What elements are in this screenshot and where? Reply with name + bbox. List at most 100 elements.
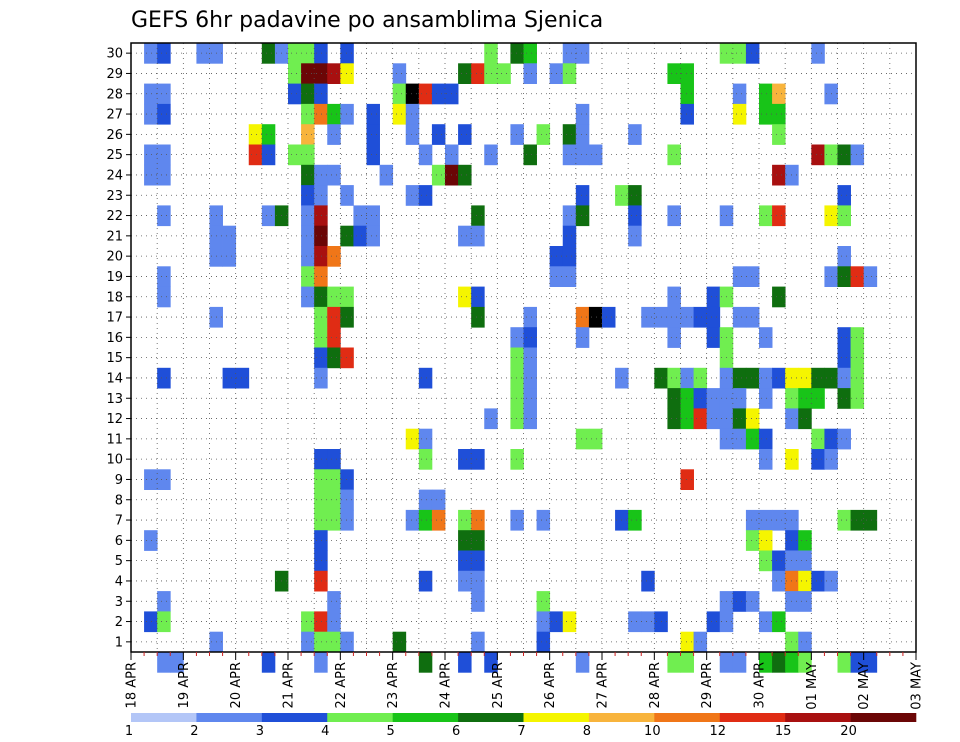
heatmap-cell [314, 306, 328, 328]
heatmap-cell [471, 286, 485, 308]
heatmap-cell [458, 449, 472, 470]
heatmap-cell [405, 103, 420, 125]
heatmap-cell [745, 591, 760, 612]
heatmap-cell [562, 225, 577, 247]
heatmap-cell [641, 611, 655, 633]
heatmap-cell [314, 347, 328, 369]
heatmap-cell [772, 103, 786, 125]
x-tick-label: 02 MAY [857, 662, 872, 710]
heatmap-cell [327, 327, 341, 348]
heatmap-cell [811, 367, 825, 389]
heatmap-cell [405, 83, 420, 105]
y-tick-label: 30 [106, 47, 123, 62]
heatmap-cell [157, 266, 171, 287]
colorbar-swatch [654, 713, 721, 722]
heatmap-cell [759, 550, 773, 572]
heatmap-cell [248, 124, 263, 145]
heatmap-cell [301, 124, 315, 145]
heatmap-cell [288, 83, 302, 105]
heatmap-cell [510, 408, 524, 430]
x-tick-label: 30 APR [753, 662, 768, 708]
heatmap-cell [340, 347, 354, 369]
colorbar-swatch [131, 713, 197, 722]
grid-lines [131, 43, 916, 652]
heatmap-cell [575, 205, 590, 227]
heatmap-cell [314, 570, 328, 592]
colorbar-label: 2 [190, 724, 198, 739]
heatmap-cell [837, 205, 851, 227]
heatmap-cell [772, 205, 786, 227]
heatmap-cell [706, 286, 721, 308]
heatmap-cell [301, 266, 315, 287]
heatmap-cell [405, 509, 420, 531]
heatmap-cell [798, 530, 812, 551]
heatmap-cell [418, 428, 433, 450]
heatmap-cell [628, 185, 642, 206]
heatmap-cell [523, 43, 537, 64]
heatmap-cell [222, 246, 237, 267]
heatmap-cell [732, 266, 747, 287]
heatmap-cell [144, 530, 158, 551]
heatmap-cell [353, 225, 367, 247]
heatmap-cell [693, 408, 708, 430]
heatmap-cell [301, 225, 315, 247]
heatmap-cell [418, 489, 433, 511]
heatmap-cell [536, 611, 551, 633]
heatmap-cell [144, 103, 158, 125]
heatmap-cell [811, 570, 825, 592]
heatmap-cell [157, 103, 171, 125]
heatmap-cell [497, 63, 511, 84]
heatmap-cell [680, 83, 694, 105]
colorbar-swatch [523, 713, 590, 722]
heatmap-cell [732, 43, 747, 64]
heatmap-cell [667, 327, 681, 348]
x-tick-label: 23 APR [386, 662, 401, 708]
heatmap-cell [575, 103, 590, 125]
heatmap-cell [431, 83, 446, 105]
heatmap-cell [314, 327, 328, 348]
heatmap-cell [772, 509, 786, 531]
heatmap-cell [471, 306, 485, 328]
heatmap-cell [732, 83, 747, 105]
heatmap-cell [667, 144, 681, 166]
y-tick-label: 8 [115, 493, 123, 508]
heatmap-cell [588, 428, 603, 450]
heatmap-cell [510, 367, 524, 389]
heatmap-cell [340, 306, 354, 328]
heatmap-cell [314, 449, 328, 470]
heatmap-cell [536, 509, 551, 531]
x-tick-label: 24 APR [439, 662, 454, 708]
heatmap-cell [405, 428, 420, 450]
heatmap-cell [157, 286, 171, 308]
heatmap-cell [157, 144, 171, 166]
heatmap-cell [340, 63, 354, 84]
heatmap-cell [628, 225, 642, 247]
heatmap-cell [314, 631, 328, 653]
colorbar-swatch [196, 713, 263, 722]
heatmap-cell [798, 591, 812, 612]
heatmap-cell [837, 428, 851, 450]
heatmap-cell [144, 164, 158, 186]
heatmap-cell [314, 367, 328, 389]
heatmap-cell [314, 652, 328, 673]
colorbar-swatch [588, 713, 655, 722]
y-tick-label: 26 [106, 128, 123, 143]
heatmap-cell [314, 164, 328, 186]
heatmap-cell [340, 43, 354, 64]
heatmap-cell [680, 103, 694, 125]
heatmap-cell [314, 469, 328, 490]
heatmap-cell [680, 63, 694, 84]
heatmap-cell [314, 611, 328, 633]
heatmap-cell [392, 63, 407, 84]
heatmap-cell [680, 652, 694, 673]
heatmap-cell [628, 611, 642, 633]
heatmap-cell [144, 83, 158, 105]
heatmap-cell [706, 408, 721, 430]
x-tick-label: 29 APR [700, 662, 715, 708]
heatmap-cell [536, 591, 551, 612]
heatmap-cell [641, 306, 655, 328]
colorbar-label: 6 [452, 724, 460, 739]
x-tick-label: 28 APR [648, 662, 663, 708]
heatmap-cell [157, 611, 171, 633]
y-tick-label: 20 [106, 250, 123, 265]
